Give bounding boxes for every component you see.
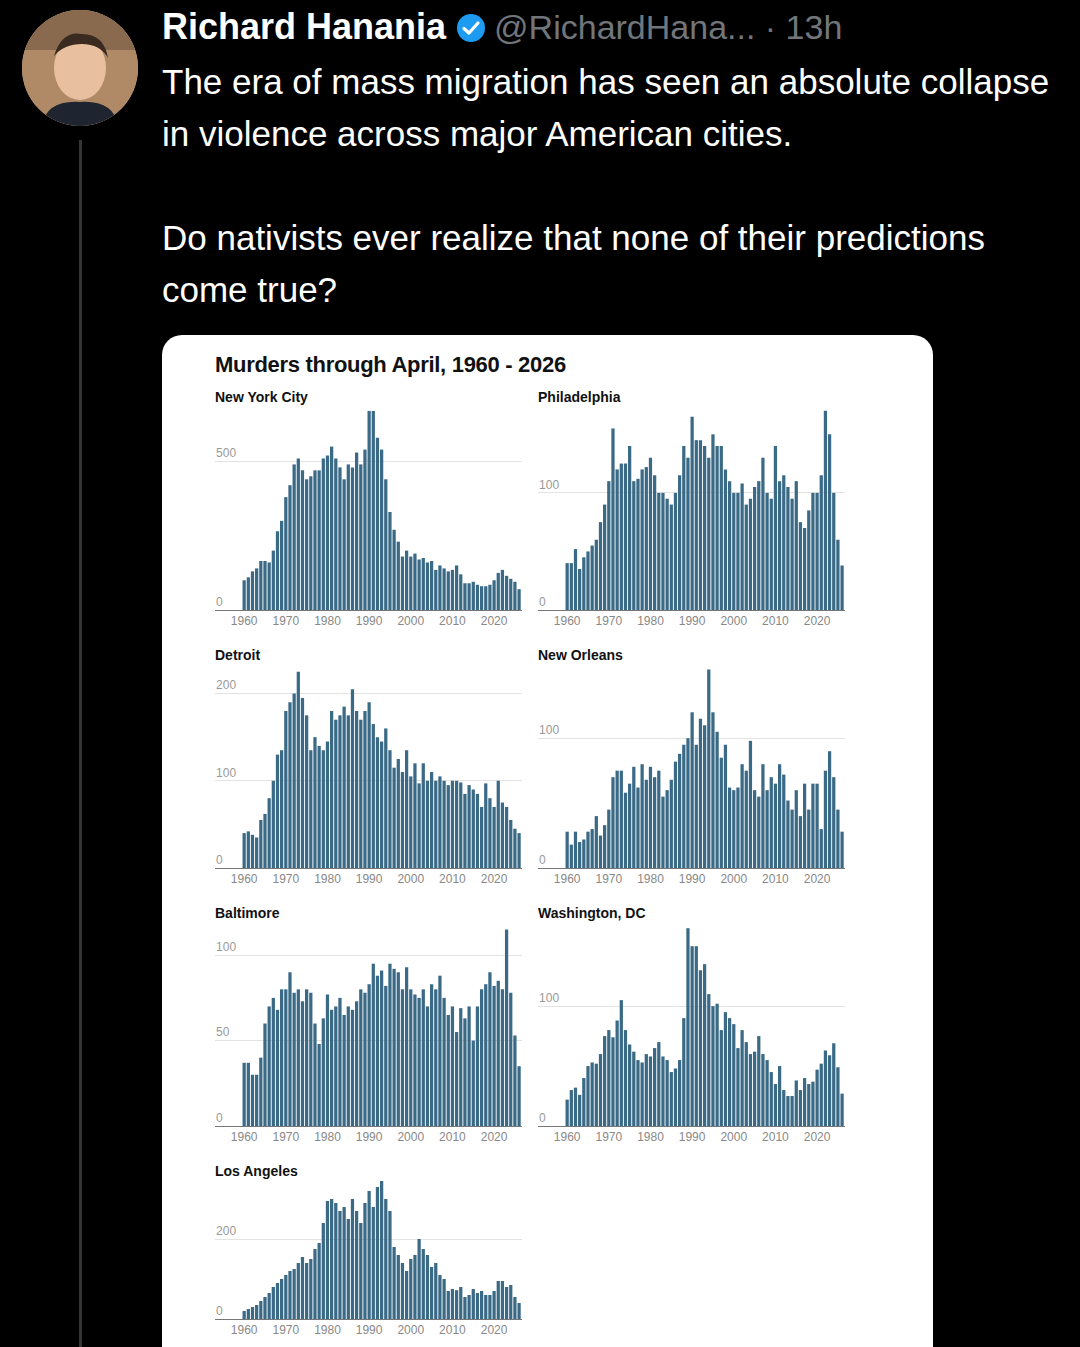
svg-text:100: 100	[216, 940, 236, 954]
svg-text:2010: 2010	[439, 872, 466, 886]
html-text:Do nativists ever realize that: Do nativists ever realize that none of t…	[162, 218, 985, 309]
svg-text:1970: 1970	[272, 872, 299, 886]
svg-text:0: 0	[216, 1111, 223, 1125]
svg-text:2010: 2010	[439, 1130, 466, 1144]
svg-text:2020: 2020	[481, 1130, 508, 1144]
svg-text:1990: 1990	[679, 872, 706, 886]
svg-text:1980: 1980	[314, 1130, 341, 1144]
svg-text:Los Angeles: Los Angeles	[215, 1163, 298, 1179]
svg-text:Detroit: Detroit	[215, 647, 260, 663]
svg-text:50: 50	[216, 1025, 230, 1039]
svg-text:1980: 1980	[314, 614, 341, 628]
svg-text:0: 0	[216, 1304, 223, 1318]
svg-text:200: 200	[216, 1224, 236, 1238]
svg-text:Baltimore: Baltimore	[215, 905, 280, 921]
svg-text:500: 500	[216, 446, 236, 460]
svg-text:1960: 1960	[231, 614, 258, 628]
svg-text:100: 100	[539, 478, 559, 492]
svg-text:2020: 2020	[481, 614, 508, 628]
svg-text:1960: 1960	[231, 872, 258, 886]
svg-text:2020: 2020	[804, 872, 831, 886]
svg-text:2000: 2000	[397, 1130, 424, 1144]
svg-text:1970: 1970	[595, 872, 622, 886]
svg-text:2020: 2020	[804, 1130, 831, 1144]
svg-text:1970: 1970	[272, 1323, 299, 1337]
svg-text:New Orleans: New Orleans	[538, 647, 623, 663]
svg-text:2010: 2010	[762, 1130, 789, 1144]
svg-text:1980: 1980	[314, 1323, 341, 1337]
svg-text:100: 100	[539, 723, 559, 737]
svg-text:2000: 2000	[397, 872, 424, 886]
svg-text:1960: 1960	[554, 614, 581, 628]
svg-text:1960: 1960	[231, 1323, 258, 1337]
svg-text:1990: 1990	[356, 1323, 383, 1337]
html-text:Murders through April, 1960 -: Murders through April, 1960 - 2026	[215, 352, 566, 377]
svg-text:2020: 2020	[804, 614, 831, 628]
svg-text:Washington, DC: Washington, DC	[538, 905, 646, 921]
svg-text:2000: 2000	[397, 614, 424, 628]
svg-text:1990: 1990	[679, 1130, 706, 1144]
svg-text:2020: 2020	[481, 1323, 508, 1337]
svg-text:2000: 2000	[720, 872, 747, 886]
svg-text:2010: 2010	[762, 872, 789, 886]
html-text:Richard Hanania: Richard Hanania	[162, 6, 447, 47]
svg-text:2010: 2010	[439, 614, 466, 628]
svg-text:1980: 1980	[637, 614, 664, 628]
svg-text:2010: 2010	[762, 614, 789, 628]
svg-text:2010: 2010	[439, 1323, 466, 1337]
svg-text:0: 0	[216, 853, 223, 867]
svg-text:1960: 1960	[231, 1130, 258, 1144]
svg-text:1970: 1970	[595, 1130, 622, 1144]
svg-text:1960: 1960	[554, 872, 581, 886]
svg-text:1980: 1980	[637, 872, 664, 886]
svg-text:1990: 1990	[356, 614, 383, 628]
svg-text:1990: 1990	[356, 1130, 383, 1144]
html-text:The era of mass migration has: The era of mass migration has seen an ab…	[162, 62, 1050, 153]
svg-text:1990: 1990	[679, 614, 706, 628]
svg-text:0: 0	[216, 595, 223, 609]
svg-text:1970: 1970	[595, 614, 622, 628]
svg-text:100: 100	[539, 991, 559, 1005]
html-text:@RichardHana... · 13h: @RichardHana... · 13h	[494, 8, 843, 46]
svg-text:2000: 2000	[720, 614, 747, 628]
svg-text:2000: 2000	[397, 1323, 424, 1337]
svg-text:1970: 1970	[272, 1130, 299, 1144]
svg-text:New York City: New York City	[215, 389, 308, 405]
svg-text:1960: 1960	[554, 1130, 581, 1144]
svg-text:1970: 1970	[272, 614, 299, 628]
svg-text:1990: 1990	[356, 872, 383, 886]
svg-text:2020: 2020	[481, 872, 508, 886]
svg-text:100: 100	[216, 766, 236, 780]
svg-text:0: 0	[539, 595, 546, 609]
svg-text:1980: 1980	[314, 872, 341, 886]
svg-text:0: 0	[539, 853, 546, 867]
svg-text:200: 200	[216, 678, 236, 692]
svg-text:0: 0	[539, 1111, 546, 1125]
svg-text:Philadelphia: Philadelphia	[538, 389, 621, 405]
svg-text:1980: 1980	[637, 1130, 664, 1144]
svg-text:2000: 2000	[720, 1130, 747, 1144]
